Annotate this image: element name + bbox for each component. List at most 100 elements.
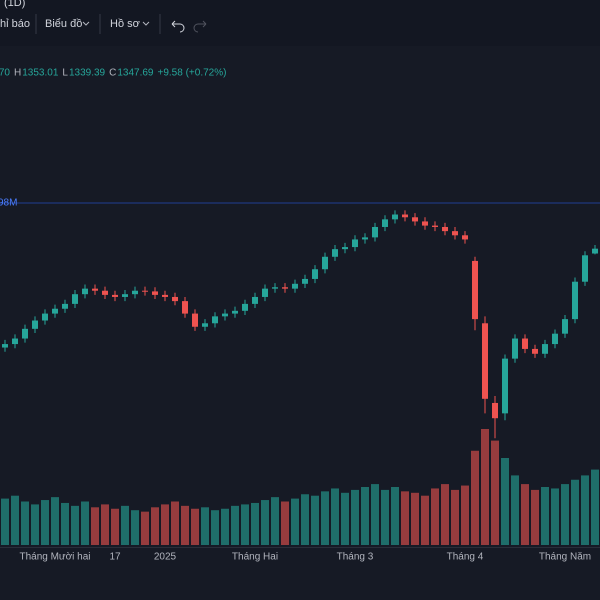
candle-body <box>362 237 368 240</box>
profile-menu[interactable]: Hồ sơ <box>110 18 140 30</box>
candle-body <box>432 225 438 227</box>
volume-bar <box>451 489 459 545</box>
volume-bar <box>1 498 9 545</box>
legend-text: L <box>62 68 68 79</box>
volume-bar <box>151 507 159 545</box>
candle-body <box>152 291 158 295</box>
interval[interactable]: (1D) <box>4 0 25 9</box>
candle-body <box>302 278 308 284</box>
volume-bar <box>81 501 89 545</box>
candle-body <box>392 214 398 220</box>
volume-bar <box>411 492 419 545</box>
volume-bar <box>361 487 369 545</box>
candle-body <box>402 214 408 218</box>
candle-body <box>92 288 98 291</box>
candle-body <box>222 313 228 317</box>
candle-body <box>32 320 38 329</box>
candle-body <box>282 287 288 289</box>
volume-bar <box>211 510 219 545</box>
candle-body <box>242 303 248 311</box>
volume-bar <box>291 498 299 545</box>
candle-body <box>542 344 548 354</box>
candle-body <box>272 287 278 289</box>
legend-text: C <box>109 68 116 79</box>
candle-body <box>162 294 168 297</box>
volume-bar <box>171 501 179 545</box>
volume-bar <box>521 484 529 545</box>
volume-bar <box>181 505 189 545</box>
volume-bar <box>191 508 199 545</box>
candle-body <box>412 217 418 222</box>
volume-bar <box>71 505 79 545</box>
volume-bar <box>501 458 509 545</box>
undo-button[interactable] <box>171 20 185 33</box>
candle-body <box>182 301 188 314</box>
candle-body <box>492 402 498 419</box>
candle-body <box>452 231 458 236</box>
legend-text: 1340.70 <box>0 68 10 79</box>
candle-body <box>322 256 328 270</box>
volume-bar <box>491 440 499 545</box>
volume-bar <box>341 492 349 545</box>
volume-bar <box>541 487 549 545</box>
candle-body <box>172 296 178 302</box>
volume-bar <box>561 484 569 545</box>
volume-bar <box>581 475 589 545</box>
x-axis-label: 2025 <box>154 552 177 563</box>
x-axis-label: 17 <box>109 552 121 563</box>
candle-body <box>352 239 358 248</box>
volume-bar <box>351 489 359 545</box>
x-axis-label: Tháng 4 <box>447 552 484 563</box>
candle-body <box>442 226 448 232</box>
x-axis-label: Tháng Năm <box>539 552 591 563</box>
volume-bar <box>91 507 99 545</box>
price-pane-bottom <box>0 547 600 548</box>
volume-bar <box>441 484 449 545</box>
x-axis-label: Tháng Mười hai <box>19 552 90 563</box>
candle-body <box>192 313 198 327</box>
candle-body <box>232 310 238 314</box>
legend-text: H <box>14 68 21 79</box>
volume-bar <box>461 485 469 545</box>
candle-body <box>482 323 488 399</box>
volume-bar <box>431 488 439 545</box>
candle-body <box>132 290 138 295</box>
volume-bar <box>331 488 339 545</box>
volume-bar <box>41 500 49 545</box>
volume-bar <box>51 497 59 545</box>
volume-bar <box>381 489 389 545</box>
volume-bar <box>401 491 409 545</box>
volume-bar <box>141 511 149 545</box>
candle-body <box>22 328 28 339</box>
candle-body <box>512 338 518 359</box>
candle-body <box>562 319 568 334</box>
candle-body <box>472 260 478 320</box>
volume-bar <box>471 450 479 545</box>
volume-bar <box>21 501 29 545</box>
candle-body <box>82 288 88 295</box>
candle-body <box>552 333 558 345</box>
volume-bar <box>371 484 379 545</box>
candle-body <box>112 294 118 297</box>
volume-bar <box>201 507 209 545</box>
chart-menu[interactable]: Biểu đồ <box>45 18 82 30</box>
volume-bar <box>241 504 249 545</box>
volume-bar <box>321 491 329 545</box>
legend-text: 1339.39 <box>69 68 106 79</box>
indicators-button[interactable]: hỉ báo <box>0 18 30 30</box>
volume-bar <box>101 504 109 545</box>
volume-bar <box>161 504 169 545</box>
x-axis-label: Tháng 3 <box>337 552 374 563</box>
redo-button[interactable] <box>193 20 207 33</box>
volume-bar <box>481 429 489 545</box>
candle-body <box>2 344 8 348</box>
volume-bar <box>591 469 599 545</box>
candle-body <box>422 221 428 226</box>
candle-body <box>62 303 68 309</box>
chevron <box>82 21 90 26</box>
candle-body <box>572 281 578 320</box>
volume-bar <box>301 494 309 545</box>
